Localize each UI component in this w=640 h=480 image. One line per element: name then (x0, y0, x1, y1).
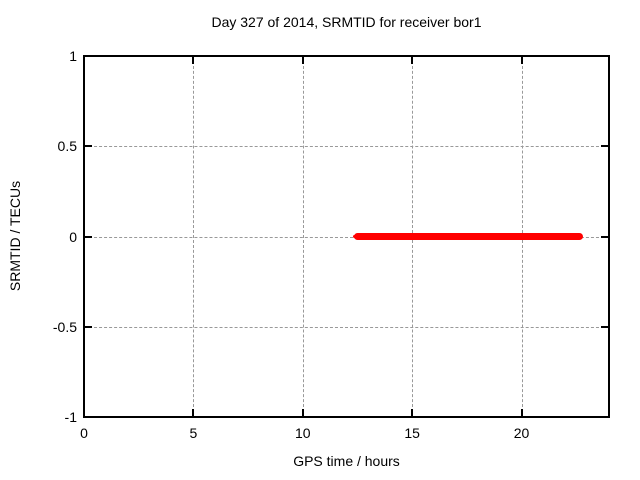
y-tick-right (601, 325, 609, 328)
x-tick-top (192, 56, 195, 64)
y-tick-left (84, 325, 92, 328)
gridline-y-0.5 (84, 146, 609, 148)
y-tick-label: 0 (69, 228, 77, 245)
x-tick-top (411, 56, 414, 64)
x-tick-bottom (520, 409, 523, 417)
x-axis-label: GPS time / hours (293, 453, 400, 469)
x-tick-label: 20 (513, 425, 530, 441)
y-tick-label: -0.5 (52, 318, 77, 335)
y-tick-label: -1 (64, 409, 77, 425)
y-tick-right (601, 145, 609, 148)
x-tick-bottom (192, 409, 195, 417)
y-tick-left (84, 235, 92, 238)
series-SRMTID-lead-in (353, 235, 361, 238)
x-tick-top (301, 56, 304, 64)
x-tick-bottom (411, 409, 414, 417)
y-axis-label: SRMTID / TECUs (7, 180, 23, 292)
y-tick-label: 1 (69, 48, 77, 64)
x-tick-label: 5 (189, 425, 198, 441)
y-tick-right (601, 235, 609, 238)
x-tick-label: 15 (404, 425, 420, 441)
y-tick-left (84, 145, 92, 148)
gridline-y--0.5 (84, 326, 609, 328)
y-tick-label: 0.5 (57, 138, 77, 155)
series-SRMTID (354, 233, 584, 240)
x-tick-top (520, 56, 523, 64)
x-tick-label: 10 (294, 425, 311, 441)
plot-area (83, 55, 610, 418)
gridline-y-0 (84, 236, 609, 238)
chart-title: Day 327 of 2014, SRMTID for receiver bor… (211, 14, 482, 30)
x-tick-bottom (301, 409, 304, 417)
x-tick-label: 0 (80, 425, 88, 441)
